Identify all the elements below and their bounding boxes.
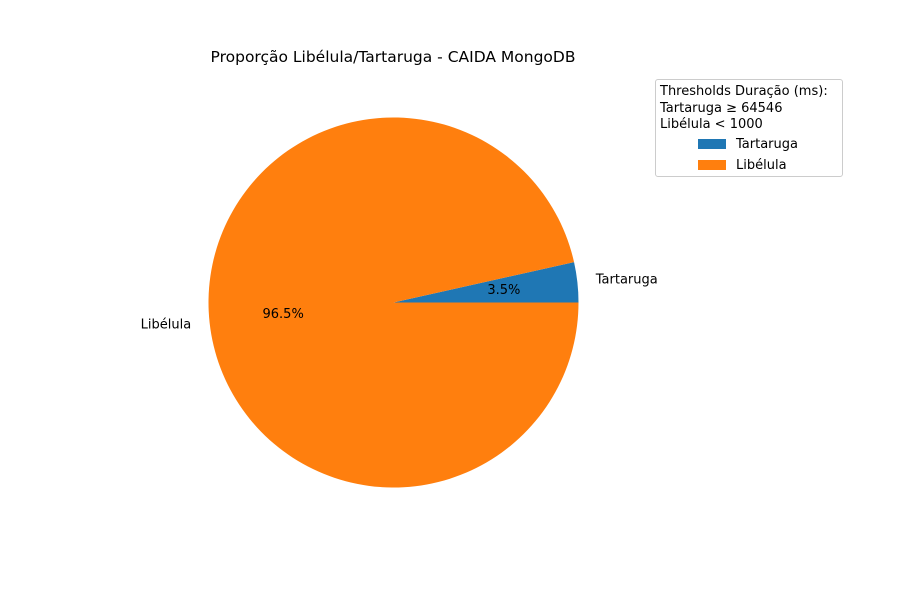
legend-swatch-libelula [698,160,726,170]
legend-entry-tartaruga: Tartaruga [698,135,798,153]
legend-title-line-1: Thresholds Duração (ms): [660,84,828,99]
pie-outer-label-tartaruga: Tartaruga [595,273,658,288]
legend-swatch-tartaruga [698,139,726,149]
legend-title-line-2: Tartaruga ≥ 64546 [660,100,783,116]
pie-slice-tartaruga [393,262,579,303]
legend-label-libelula: Libélula [736,157,787,173]
legend-title-line-3: Libélula < 1000 [660,117,763,132]
pie-slice-libelula [208,117,579,488]
chart-title: Proporção Libélula/Tartaruga - CAIDA Mon… [210,48,576,66]
pie-outer-label-libelula: Libélula [141,317,192,332]
pie-pct-label-libelula: 96.5% [263,307,304,322]
pie-pct-label-tartaruga: 3.5% [487,283,520,298]
legend-label-tartaruga: Tartaruga [736,136,798,152]
legend: Thresholds Duração (ms): Tartaruga ≥ 645… [655,79,843,177]
legend-entry-libelula: Libélula [698,156,787,174]
